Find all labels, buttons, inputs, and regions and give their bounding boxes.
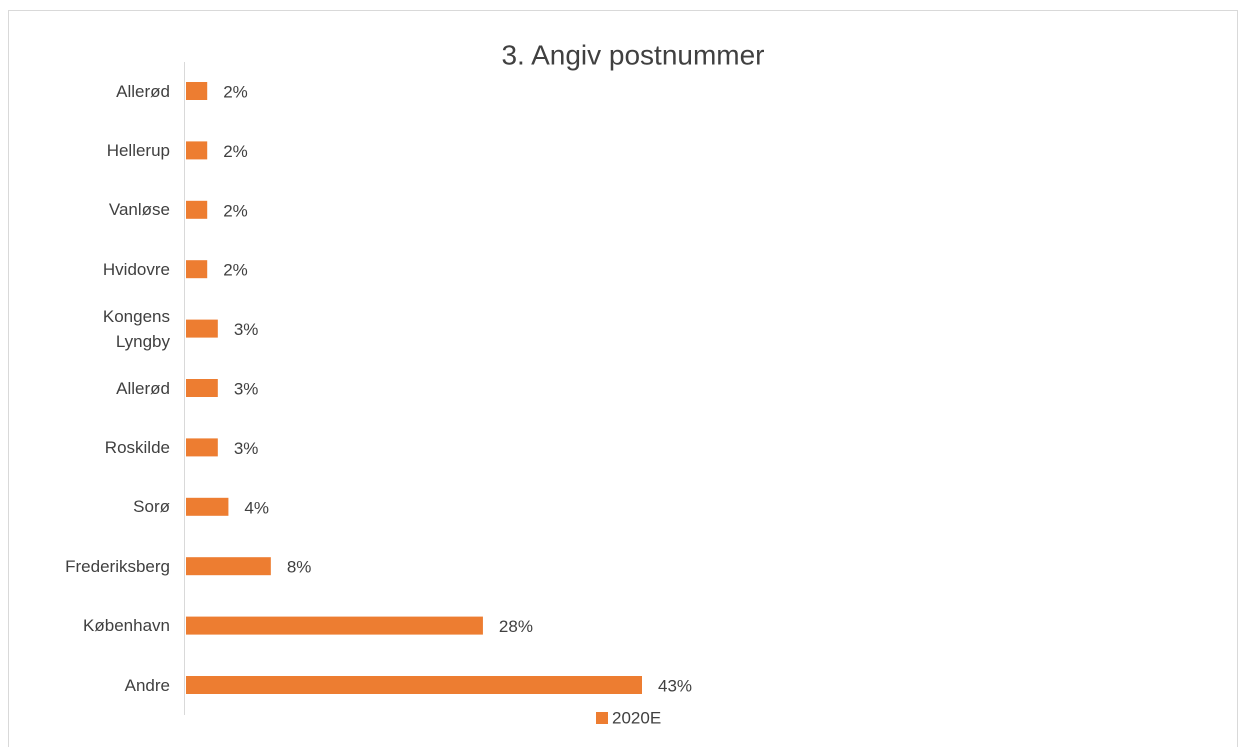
category-label: Allerød [116,81,170,101]
bar [186,497,229,516]
bar [186,141,208,160]
bar [186,260,208,279]
legend-swatch [596,712,608,724]
data-label: 2% [223,261,248,280]
category-label: Allerød [116,378,170,398]
data-label: 4% [244,498,269,517]
bar [186,557,271,576]
data-label: 8% [287,558,312,577]
category-label: København [83,616,170,636]
data-label: 3% [234,379,259,398]
bar [186,616,483,635]
bar [186,82,208,100]
category-label: Kongens Lyngby [102,306,170,351]
data-label: 3% [234,320,259,339]
data-label: 2% [223,201,248,220]
category-label: Sorø [133,497,170,517]
bar [186,438,218,457]
bar [186,676,642,694]
legend-label: 2020E [612,708,661,727]
data-label: 28% [499,617,533,636]
data-label: 3% [234,439,259,458]
bar [186,319,218,338]
category-label: Frederiksberg [65,556,170,576]
category-label: Vanløse [108,200,170,220]
bar [186,200,208,219]
category-label: Hellerup [106,140,170,160]
category-label: Hvidovre [102,259,170,279]
category-label: Andre [124,675,170,695]
chart-border [8,10,1238,747]
data-label: 2% [223,82,248,101]
category-label: Roskilde [104,437,170,457]
data-label: 43% [658,676,692,695]
chart-title: 3. Angiv postnummer [501,39,764,70]
data-label: 2% [223,142,248,161]
bar [186,379,218,397]
